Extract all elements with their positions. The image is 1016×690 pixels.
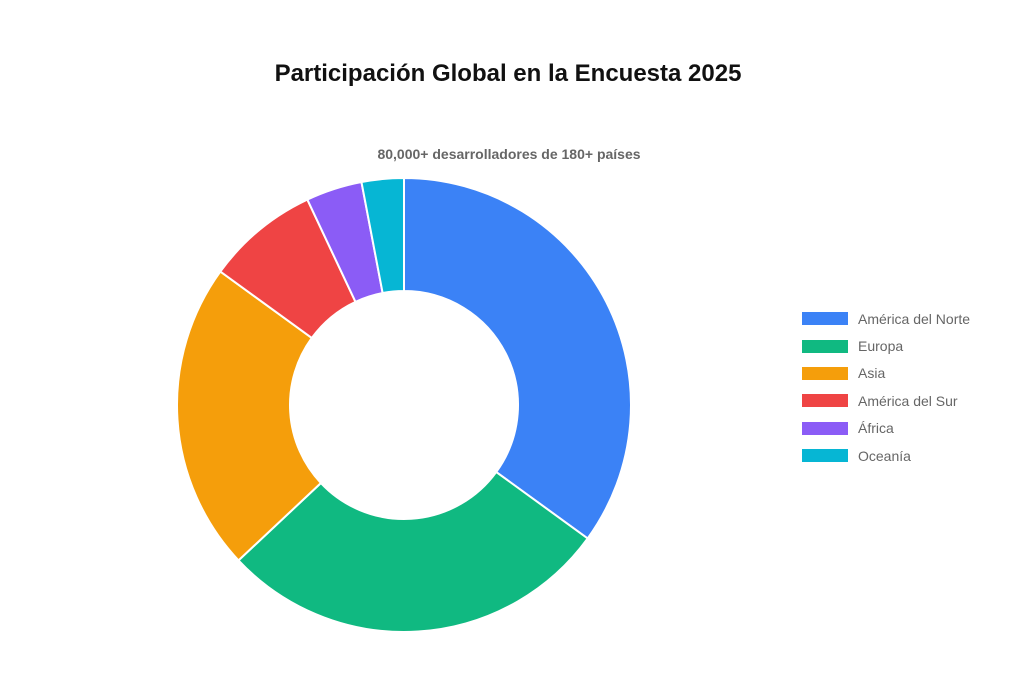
legend-label: Asia xyxy=(858,365,886,382)
legend-label: América del Sur xyxy=(858,392,958,409)
legend-item-america-del-norte[interactable]: América del Norte xyxy=(802,305,970,332)
slice-oceania[interactable] xyxy=(360,176,405,295)
legend-item-america-del-sur[interactable]: América del Sur xyxy=(802,387,970,414)
legend-swatch xyxy=(802,366,848,380)
slice-europa[interactable] xyxy=(237,470,590,633)
slice-america-del-norte[interactable] xyxy=(403,176,632,540)
legend-swatch xyxy=(802,449,848,463)
legend-swatch xyxy=(802,339,848,353)
slice-asia[interactable] xyxy=(176,270,323,562)
legend-item-europa[interactable]: Europa xyxy=(802,332,970,359)
legend-item-oceania[interactable]: Oceanía xyxy=(802,442,970,469)
legend-item-asia[interactable]: Asia xyxy=(802,360,970,387)
chart-subtitle: 80,000+ desarrolladores de 180+ países xyxy=(377,146,641,162)
legend-swatch xyxy=(802,394,848,408)
legend-label: África xyxy=(858,420,894,437)
legend-item-africa[interactable]: África xyxy=(802,415,970,442)
chart-legend: América del Norte Europa Asia América del S… xyxy=(802,305,970,469)
legend-label: Europa xyxy=(858,338,904,355)
legend-label: Oceanía xyxy=(858,447,911,464)
legend-swatch xyxy=(802,312,848,326)
chart-title: Participación Global en la Encuesta 2025 xyxy=(274,60,742,87)
legend-label: América del Norte xyxy=(858,310,971,327)
legend-swatch xyxy=(802,421,848,435)
